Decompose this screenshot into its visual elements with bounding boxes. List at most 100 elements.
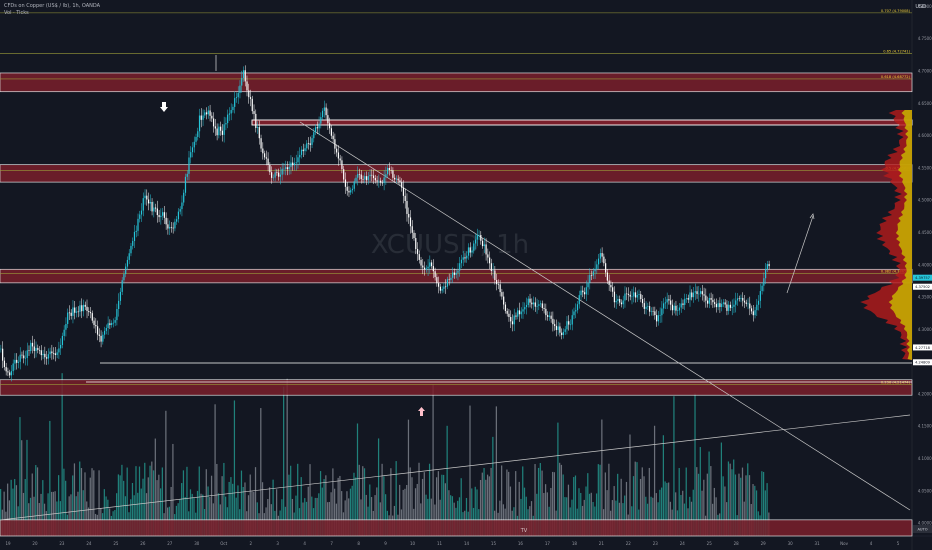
auto-scale-button[interactable] bbox=[913, 525, 932, 533]
candle-body bbox=[425, 268, 427, 270]
candle-body bbox=[416, 249, 419, 255]
volume-bar bbox=[58, 475, 60, 536]
candle-body bbox=[223, 124, 225, 135]
volume-bar bbox=[506, 469, 508, 536]
candle-body bbox=[538, 304, 540, 306]
volume-bar bbox=[184, 497, 186, 536]
volume-bar bbox=[678, 468, 680, 536]
volume-bar bbox=[346, 491, 348, 536]
volume-bar bbox=[416, 483, 418, 536]
volume-bar bbox=[624, 495, 626, 536]
symbol-title[interactable]: CFDs on Copper (US$ / lb), 1h, OANDA bbox=[4, 3, 101, 9]
candle-body bbox=[230, 110, 232, 114]
candle-body bbox=[752, 311, 754, 316]
volume-bar bbox=[471, 488, 473, 536]
candle-body bbox=[608, 280, 610, 285]
candle-body bbox=[133, 231, 136, 242]
candle-body bbox=[749, 303, 751, 309]
x-tick-label: 23 bbox=[59, 541, 65, 546]
volume-bar bbox=[495, 406, 497, 536]
supply-demand-zone[interactable] bbox=[0, 379, 913, 396]
volume-bar bbox=[91, 468, 93, 536]
candle-body bbox=[548, 315, 550, 317]
candle-body bbox=[622, 300, 624, 305]
volume-bar bbox=[362, 466, 364, 536]
volume-bar bbox=[156, 480, 158, 536]
volume-bar bbox=[319, 471, 322, 536]
candle-body bbox=[687, 298, 689, 300]
volume-bar bbox=[191, 493, 193, 536]
candle-body bbox=[151, 202, 153, 212]
candle-body bbox=[281, 168, 283, 175]
supply-demand-zone[interactable] bbox=[0, 72, 913, 93]
volume-bar bbox=[483, 468, 485, 536]
candle-body bbox=[539, 303, 542, 305]
volume-bar bbox=[423, 472, 425, 536]
candle-body bbox=[72, 307, 74, 316]
candle-body bbox=[165, 217, 167, 225]
volume-bar bbox=[356, 423, 359, 536]
candle-body bbox=[476, 235, 478, 240]
volume-bar bbox=[19, 417, 21, 536]
price-axis-label-box bbox=[913, 283, 932, 290]
candle-body bbox=[128, 253, 130, 260]
volume-bar bbox=[179, 499, 181, 536]
y-tick-label: 4.30000 bbox=[918, 327, 932, 332]
ascending-trendline[interactable] bbox=[0, 414, 911, 521]
volume-bar bbox=[435, 477, 438, 536]
volume-bar bbox=[573, 477, 575, 536]
volume-bar bbox=[729, 463, 731, 536]
candle-body bbox=[562, 331, 565, 336]
candle-body bbox=[411, 226, 413, 233]
candle-body bbox=[589, 275, 591, 283]
volume-bar bbox=[381, 463, 383, 536]
currency-label[interactable]: USD bbox=[915, 4, 926, 10]
candle-body bbox=[263, 153, 266, 158]
resistance-zone[interactable] bbox=[251, 119, 913, 126]
candle-body bbox=[86, 306, 88, 312]
candle-body bbox=[432, 266, 434, 272]
candle-body bbox=[680, 303, 682, 308]
candle-body bbox=[179, 209, 181, 212]
supply-demand-zone[interactable] bbox=[0, 519, 913, 537]
candle-body bbox=[302, 149, 304, 152]
volume-bar bbox=[332, 468, 334, 536]
candle-body bbox=[457, 270, 459, 273]
candle-body bbox=[190, 152, 192, 158]
volume-bar bbox=[534, 464, 536, 536]
volume-bar bbox=[210, 475, 213, 536]
volume-bar bbox=[288, 474, 290, 536]
projection-arrow[interactable] bbox=[786, 215, 814, 294]
volume-bar bbox=[253, 491, 255, 536]
volume-bar bbox=[311, 496, 313, 536]
volume-bar bbox=[499, 500, 501, 536]
volume-bar bbox=[365, 494, 367, 536]
candle-body bbox=[292, 162, 294, 166]
candle-body bbox=[79, 305, 81, 312]
candle-body bbox=[334, 139, 336, 149]
supply-demand-zone[interactable] bbox=[0, 164, 913, 183]
candle-body bbox=[705, 295, 707, 301]
up-arrow-icon bbox=[418, 407, 425, 416]
x-tick-label: 31 bbox=[815, 541, 821, 546]
candle-body bbox=[645, 306, 647, 309]
candle-body bbox=[385, 174, 387, 178]
volume-bar bbox=[86, 501, 88, 536]
candle-body bbox=[578, 295, 580, 305]
volume-bar bbox=[762, 471, 765, 536]
candle-body bbox=[207, 110, 209, 115]
candle-body bbox=[362, 179, 364, 180]
volume-bar bbox=[661, 487, 663, 536]
volume-bar bbox=[708, 451, 710, 536]
candle-body bbox=[290, 162, 292, 167]
candle-body bbox=[67, 312, 69, 324]
candle-body bbox=[265, 157, 267, 159]
volume-bar bbox=[453, 502, 455, 536]
volume-bar bbox=[755, 490, 758, 536]
volume-bar bbox=[290, 465, 292, 536]
candle-body bbox=[536, 305, 538, 307]
candle-body bbox=[460, 259, 463, 264]
indicator-legend[interactable]: Vol · Ticks bbox=[4, 10, 29, 16]
volume-bar bbox=[247, 495, 250, 536]
